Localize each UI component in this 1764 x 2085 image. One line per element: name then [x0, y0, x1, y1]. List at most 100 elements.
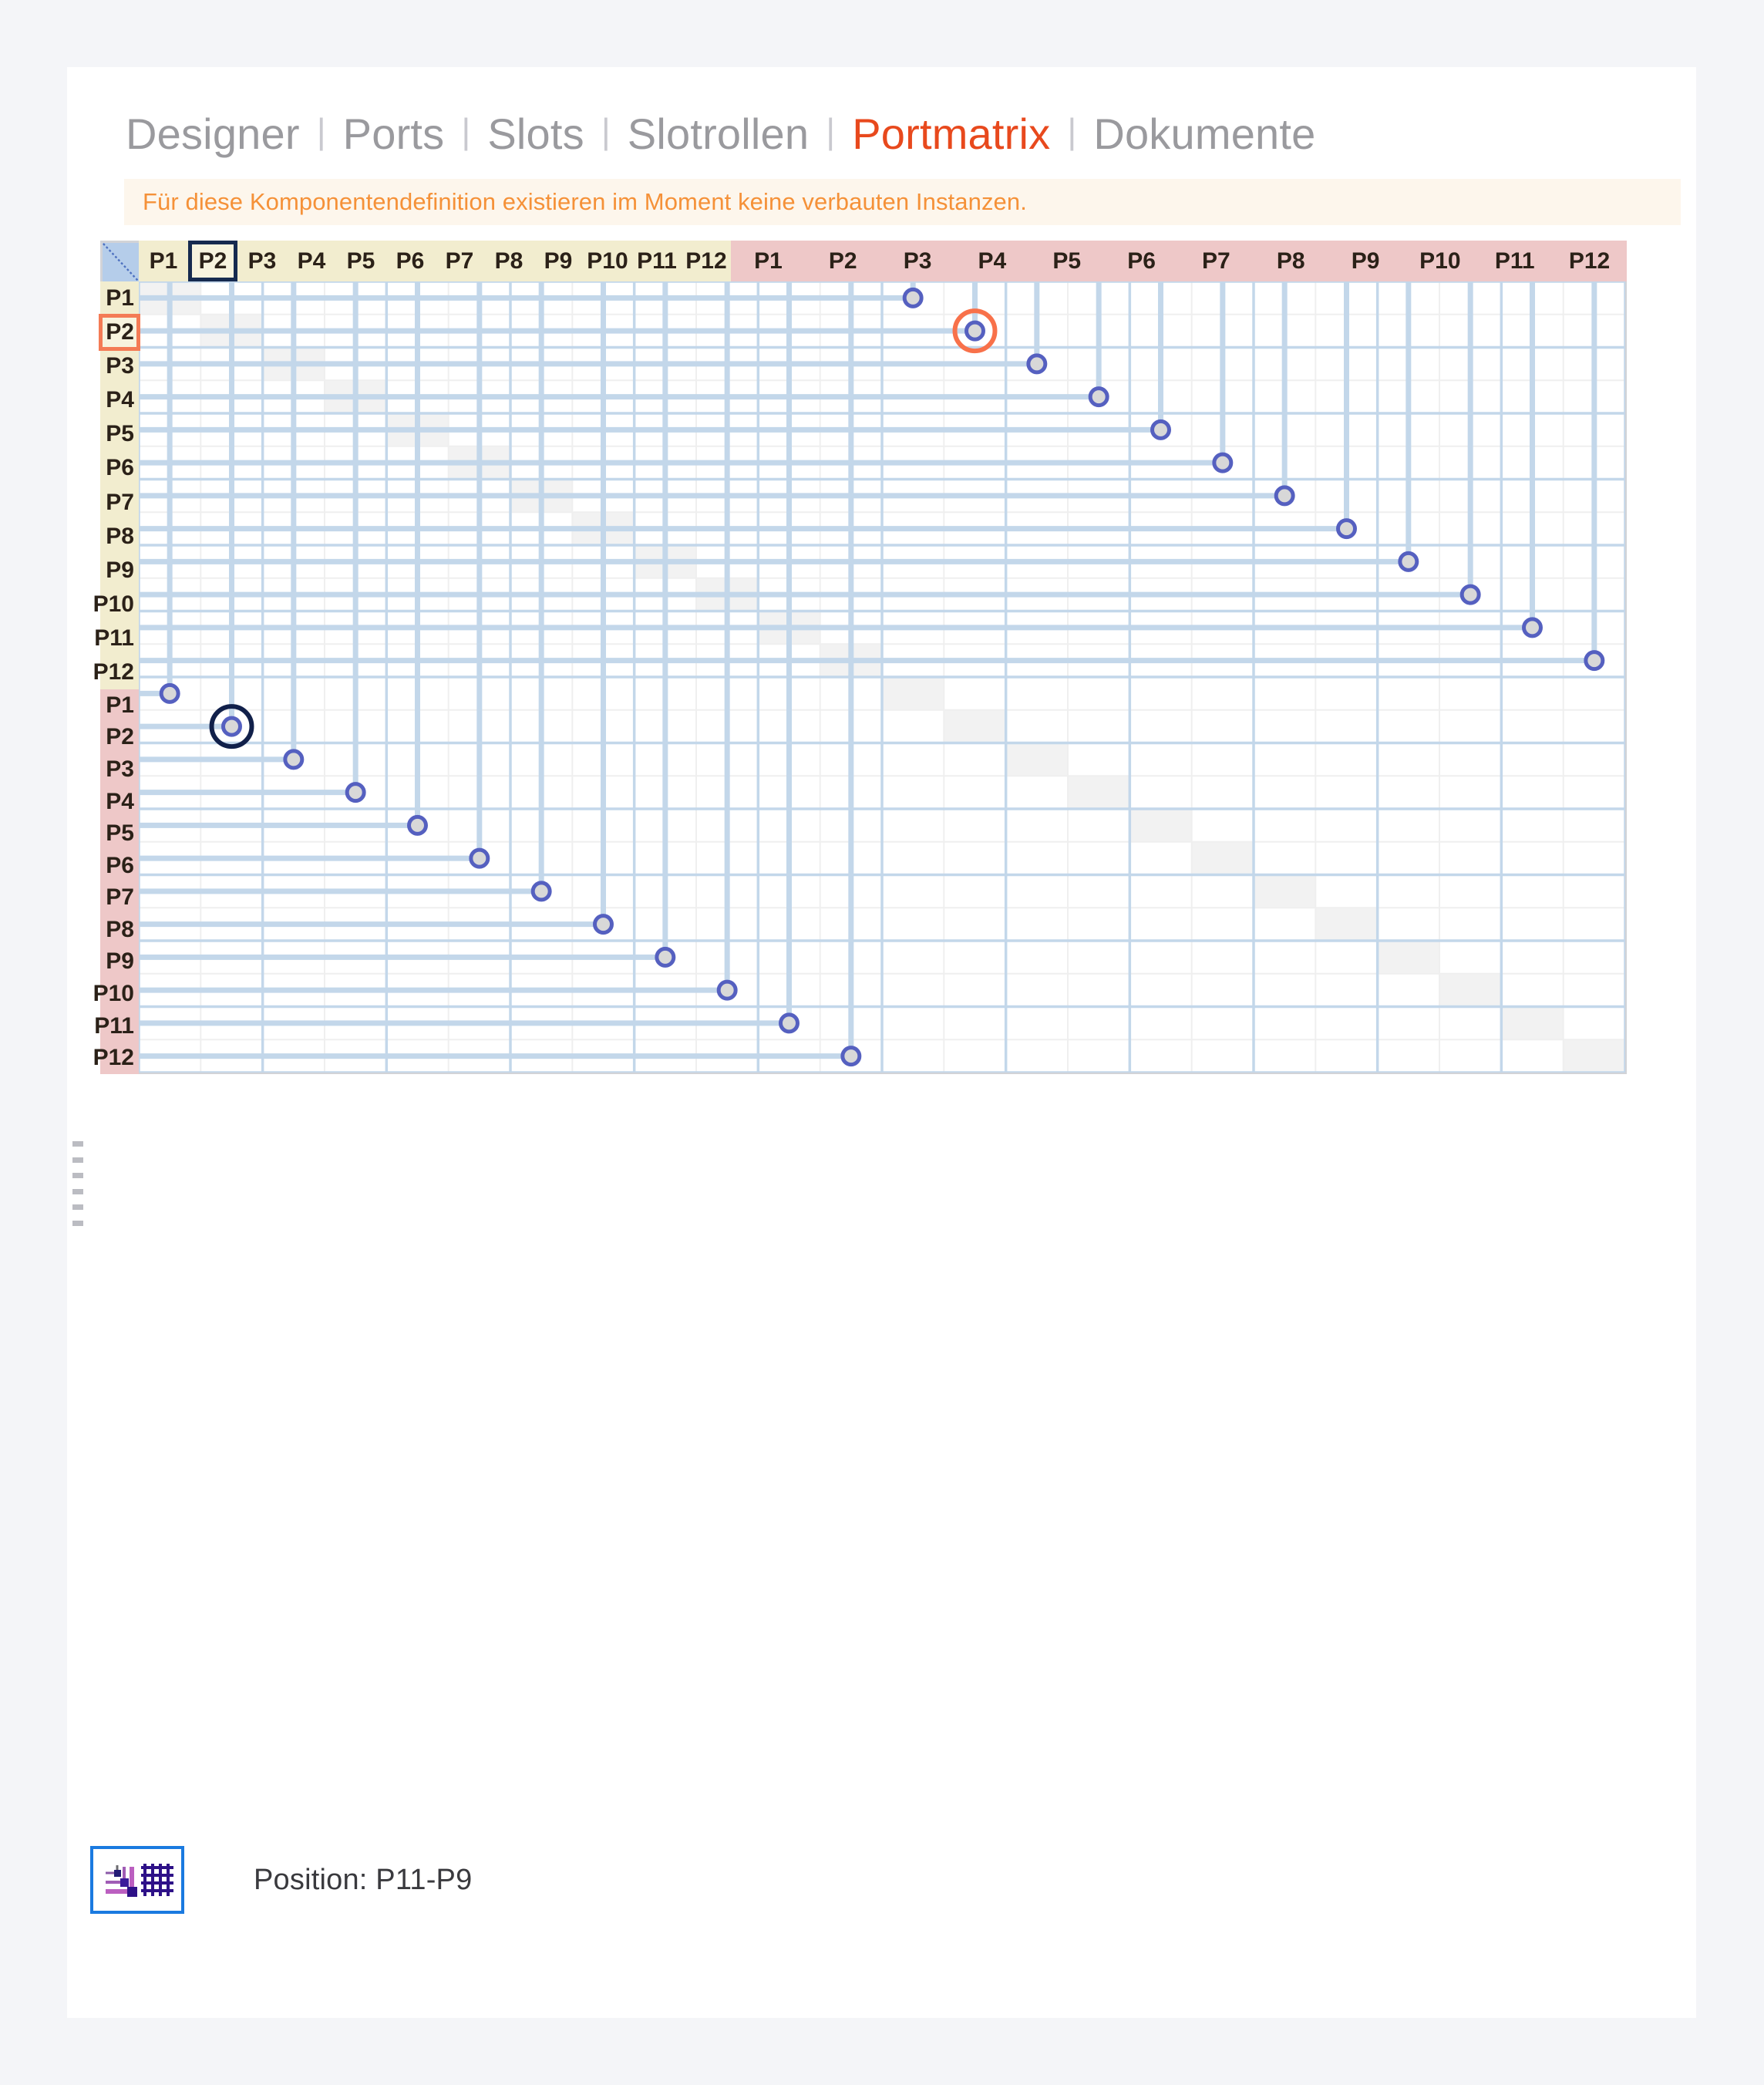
- column-header-group-a-p5[interactable]: P5: [346, 248, 375, 274]
- row-header-group-a-p9[interactable]: P9: [106, 557, 134, 583]
- view-mode-button-group[interactable]: [90, 1846, 184, 1914]
- connection-dot[interactable]: [1212, 452, 1234, 473]
- column-header-group-a-p11[interactable]: P11: [637, 248, 677, 274]
- column-header-group-a-p9[interactable]: P9: [544, 248, 573, 274]
- row-header-group-b-p2[interactable]: P2: [106, 724, 134, 750]
- column-header-group-b-p6[interactable]: P6: [1127, 248, 1156, 274]
- connection-dot[interactable]: [469, 847, 490, 869]
- tab-dokumente[interactable]: Dokumente: [1093, 109, 1316, 158]
- connection-dot[interactable]: [1088, 386, 1109, 408]
- row-header-group-a-p2[interactable]: P2: [99, 314, 140, 352]
- connection-dot[interactable]: [655, 946, 676, 968]
- column-header-group-a-p8[interactable]: P8: [494, 248, 523, 274]
- column-header-group-a-p4[interactable]: P4: [297, 248, 326, 274]
- connection-dot[interactable]: [779, 1012, 800, 1034]
- row-header-group-a-p1[interactable]: P1: [106, 285, 134, 312]
- diagonal-shade-cell: [882, 677, 944, 710]
- tab-portmatrix[interactable]: Portmatrix: [852, 109, 1051, 158]
- row-header-group-a-p7[interactable]: P7: [106, 489, 134, 515]
- row-header-group-a-p10[interactable]: P10: [93, 591, 134, 617]
- connection-dot[interactable]: [964, 320, 985, 342]
- connection-dot[interactable]: [345, 782, 366, 803]
- column-header-group-b-p4[interactable]: P4: [978, 248, 1007, 274]
- connection-dot[interactable]: [1026, 353, 1048, 375]
- column-header-group-a-p6[interactable]: P6: [396, 248, 425, 274]
- row-header-group-b-p9[interactable]: P9: [106, 948, 134, 975]
- row-header-group-b: P1 P2 P3 P4 P5 P6 P7 P8 P9 P10 P11 P12: [93, 689, 139, 1074]
- tab-separator: |: [461, 111, 471, 151]
- row-header-group-b-p3[interactable]: P3: [106, 756, 134, 782]
- column-header-group-b-p1[interactable]: P1: [754, 248, 783, 274]
- column-header-group-a-p10[interactable]: P10: [587, 248, 628, 274]
- column-header-group-b-p3[interactable]: P3: [903, 248, 932, 274]
- connection-dot[interactable]: [1459, 584, 1481, 605]
- column-header-group-b-p12[interactable]: P12: [1568, 248, 1611, 274]
- diagonal-shade-cell: [1501, 1006, 1564, 1040]
- column-header-group-a-p2[interactable]: P2: [188, 241, 237, 281]
- warning-banner: Für diese Komponentendefinition existier…: [124, 179, 1681, 225]
- tab-separator: |: [601, 111, 611, 151]
- row-header-group-a-p3[interactable]: P3: [106, 353, 134, 379]
- row-header-group-a-p5[interactable]: P5: [106, 421, 134, 447]
- diagonal-shade-cell: [1563, 1039, 1625, 1073]
- tab-slots[interactable]: Slots: [487, 109, 584, 158]
- connection-dot[interactable]: [530, 881, 552, 902]
- connection-dot[interactable]: [593, 914, 614, 935]
- row-header-group-b-p7[interactable]: P7: [106, 884, 134, 911]
- row-header-group-a-p8[interactable]: P8: [106, 523, 134, 549]
- row-header-group-a-p12[interactable]: P12: [93, 659, 134, 685]
- column-header-group-a-p3[interactable]: P3: [247, 248, 277, 274]
- column-header-group-a-p12[interactable]: P12: [685, 248, 727, 274]
- column-header-group-b-p9[interactable]: P9: [1351, 248, 1380, 274]
- connection-dot[interactable]: [221, 716, 242, 737]
- row-header-group-b-p5[interactable]: P5: [106, 820, 134, 847]
- row-header-group-a-p6[interactable]: P6: [106, 455, 134, 481]
- diagonal-shade-cell: [1377, 941, 1439, 974]
- tab-designer[interactable]: Designer: [126, 109, 300, 158]
- column-header-group-b-p2[interactable]: P2: [828, 248, 857, 274]
- row-header-group-a-p4[interactable]: P4: [106, 387, 134, 413]
- handle-dash: [72, 1204, 83, 1211]
- column-header-group-a-p7[interactable]: P7: [445, 248, 474, 274]
- grid-toggle-icon[interactable]: [140, 1864, 173, 1896]
- matrix-grid[interactable]: [139, 281, 1627, 1074]
- handle-dash: [72, 1157, 83, 1163]
- row-header-group-b-p4[interactable]: P4: [106, 788, 134, 814]
- row-header-group-b-p8[interactable]: P8: [106, 916, 134, 942]
- row-header-group-b-p1[interactable]: P1: [106, 692, 134, 718]
- connection-style-icon[interactable]: [102, 1862, 137, 1898]
- port-matrix[interactable]: P1 P2 P3 P4 P5 P6 P7 P8 P9 P10 P11 P12 P1 P2 P3 P4 P5 P6…: [72, 241, 1627, 1226]
- connection-dot[interactable]: [1274, 485, 1295, 507]
- connection-dot[interactable]: [716, 979, 738, 1001]
- connection-dot[interactable]: [1584, 650, 1605, 672]
- connection-dot[interactable]: [1336, 518, 1357, 540]
- resize-handle[interactable]: [72, 1141, 83, 1226]
- tab-ports[interactable]: Ports: [342, 109, 445, 158]
- handle-dash: [72, 1220, 83, 1226]
- tab-slotrollen[interactable]: Slotrollen: [627, 109, 810, 158]
- connection-dot[interactable]: [1398, 551, 1419, 572]
- diagonal-shade-cell: [1191, 841, 1254, 875]
- connection-dot[interactable]: [159, 682, 180, 704]
- connection-dot[interactable]: [902, 287, 924, 308]
- connection-dot[interactable]: [1522, 617, 1543, 638]
- row-header-group-b-p11[interactable]: P11: [94, 1012, 134, 1039]
- matrix-canvas[interactable]: [139, 281, 1625, 1073]
- row-header-group-b-p6[interactable]: P6: [106, 852, 134, 878]
- column-header-group-b-p7[interactable]: P7: [1202, 248, 1230, 274]
- row-header-group-b-p12[interactable]: P12: [93, 1045, 134, 1071]
- column-header-group-b-p8[interactable]: P8: [1276, 248, 1305, 274]
- column-header-group-b-p11[interactable]: P11: [1494, 248, 1535, 274]
- column-header-group-b-p5[interactable]: P5: [1052, 248, 1082, 274]
- connection-dot[interactable]: [407, 814, 428, 836]
- diagonal-shade-cell: [1068, 776, 1130, 809]
- row-header-group-b-p10[interactable]: P10: [93, 980, 134, 1006]
- connection-dot[interactable]: [283, 749, 305, 770]
- connection-dot[interactable]: [840, 1046, 862, 1067]
- column-header-group-b-p10[interactable]: P10: [1419, 248, 1461, 274]
- column-header-group-a-p1[interactable]: P1: [149, 248, 178, 274]
- diagonal-split-icon: [100, 241, 139, 281]
- row-header-group-a-p11[interactable]: P11: [94, 625, 134, 651]
- connection-dot[interactable]: [1150, 419, 1171, 440]
